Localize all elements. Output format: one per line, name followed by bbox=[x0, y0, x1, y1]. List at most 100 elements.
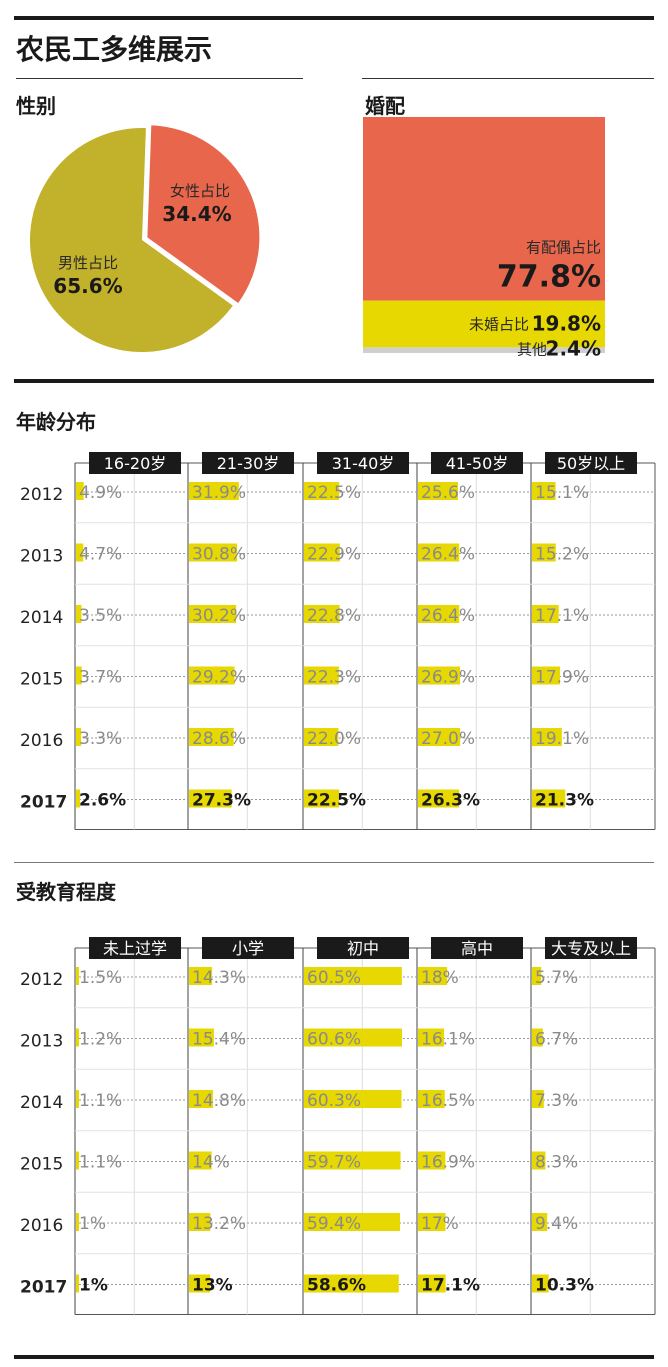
year-label-2012: 2012 bbox=[20, 485, 63, 505]
column-header-3: 41-50岁 bbox=[446, 454, 509, 473]
year-label-2013: 2013 bbox=[20, 547, 63, 567]
column-header-bg-1 bbox=[202, 937, 294, 959]
education-top-rule bbox=[14, 862, 654, 863]
education-chart: 未上过学 小学 初中 高中 大专及以上 2012 2013 2014 2015 2016 2017 1… bbox=[20, 937, 656, 1315]
age-heading: 年龄分布 bbox=[16, 410, 96, 434]
value-label-2-2016: 59.4% bbox=[307, 1214, 361, 1234]
value-label-0-2015: 1.1% bbox=[79, 1153, 122, 1173]
male-label: 男性占比 bbox=[58, 254, 118, 272]
column-header-bg-0 bbox=[89, 452, 181, 474]
page-title: 农民工多维展示 bbox=[16, 33, 213, 66]
bottom-rule bbox=[14, 1355, 654, 1359]
year-label-2015: 2015 bbox=[20, 670, 63, 690]
column-header-3: 高中 bbox=[461, 939, 493, 958]
year-label-2013: 2013 bbox=[20, 1032, 63, 1052]
value-label-3-2014: 26.4% bbox=[421, 606, 475, 626]
marriage-segment-0 bbox=[363, 117, 605, 301]
bar-3-2013 bbox=[418, 543, 460, 562]
value-label-0-2012: 1.5% bbox=[79, 968, 122, 988]
value-label-4-2016: 19.1% bbox=[535, 729, 589, 749]
value-label-3-2013: 16.1% bbox=[421, 1030, 475, 1050]
value-label-1-2015: 29.2% bbox=[192, 668, 246, 688]
bar-1-2016 bbox=[189, 728, 234, 746]
column-header-bg-4 bbox=[545, 937, 637, 959]
year-label-2015: 2015 bbox=[20, 1155, 63, 1175]
pie-slice-female bbox=[147, 125, 260, 303]
value-label-1-2013: 15.4% bbox=[192, 1030, 246, 1050]
value-label-1-2015: 14% bbox=[192, 1153, 230, 1173]
bar-3-2014 bbox=[418, 1090, 445, 1108]
column-header-bg-2 bbox=[317, 452, 409, 474]
value-label-2-2017: 22.5% bbox=[307, 791, 366, 811]
bar-1-2015 bbox=[189, 1151, 212, 1170]
bar-0-2012 bbox=[76, 482, 84, 500]
bar-4-2012 bbox=[532, 967, 542, 985]
value-label-0-2017: 2.6% bbox=[79, 791, 126, 811]
value-label-1-2016: 28.6% bbox=[192, 729, 246, 749]
year-label-2012: 2012 bbox=[20, 970, 63, 990]
column-header-1: 21-30岁 bbox=[217, 454, 280, 473]
value-label-1-2012: 31.9% bbox=[192, 483, 246, 503]
value-label-4-2012: 5.7% bbox=[535, 968, 578, 988]
female-value-label: 34.4% bbox=[162, 202, 231, 226]
gender-pie-chart: 女性占比 34.4% 男性占比 65.6% bbox=[29, 125, 260, 352]
value-label-2-2014: 60.3% bbox=[307, 1091, 361, 1111]
column-header-bg-1 bbox=[202, 452, 294, 474]
bar-1-2013 bbox=[189, 543, 238, 562]
value-label-2-2015: 59.7% bbox=[307, 1153, 361, 1173]
bar-0-2014 bbox=[76, 1090, 79, 1108]
marriage-segment-1 bbox=[363, 300, 605, 348]
age-top-rule bbox=[14, 379, 654, 383]
bar-4-2017 bbox=[532, 1274, 549, 1293]
column-header-2: 31-40岁 bbox=[332, 454, 395, 473]
value-label-4-2014: 17.1% bbox=[535, 606, 589, 626]
value-label-1-2012: 14.3% bbox=[192, 968, 246, 988]
column-header-bg-0 bbox=[89, 937, 181, 959]
education-heading: 受教育程度 bbox=[16, 880, 116, 904]
bar-2-2017 bbox=[304, 1274, 399, 1293]
bar-3-2017 bbox=[418, 789, 460, 808]
marriage-heading: 婚配 bbox=[365, 94, 405, 118]
value-label-3-2012: 18% bbox=[421, 968, 459, 988]
bar-4-2012 bbox=[532, 482, 556, 500]
bar-0-2013 bbox=[76, 543, 84, 562]
gender-heading: 性别 bbox=[16, 94, 56, 118]
bar-1-2015 bbox=[189, 666, 235, 685]
value-label-4-2014: 7.3% bbox=[535, 1091, 578, 1111]
marriage-rule bbox=[362, 78, 654, 79]
value-label-3-2012: 25.6% bbox=[421, 483, 475, 503]
bar-1-2017 bbox=[189, 789, 232, 808]
year-label-2014: 2014 bbox=[20, 1093, 63, 1113]
married-label: 有配偶占比 bbox=[526, 239, 601, 257]
value-label-1-2017: 13% bbox=[192, 1276, 233, 1296]
bar-3-2015 bbox=[418, 1151, 446, 1170]
column-header-bg-3 bbox=[431, 937, 523, 959]
bar-2-2012 bbox=[304, 967, 402, 985]
value-label-0-2016: 3.3% bbox=[79, 729, 122, 749]
value-label-0-2013: 1.2% bbox=[79, 1030, 122, 1050]
value-label-4-2012: 15.1% bbox=[535, 483, 589, 503]
age-distribution-chart: 16-20岁 21-30岁 31-40岁 41-50岁 50岁以上 2012 2013 201… bbox=[20, 452, 656, 830]
marriage-segment-2 bbox=[363, 347, 605, 353]
value-label-0-2014: 3.5% bbox=[79, 606, 122, 626]
bar-4-2013 bbox=[532, 1028, 543, 1047]
bar-3-2015 bbox=[418, 666, 461, 685]
bar-2-2013 bbox=[304, 543, 340, 562]
value-label-0-2013: 4.7% bbox=[79, 545, 122, 565]
bar-1-2014 bbox=[189, 1090, 213, 1108]
value-label-3-2013: 26.4% bbox=[421, 545, 475, 565]
value-label-0-2016: 1% bbox=[79, 1214, 106, 1234]
value-label-4-2017: 21.3% bbox=[535, 791, 594, 811]
bar-2-2012 bbox=[304, 482, 340, 500]
value-label-2-2014: 22.8% bbox=[307, 606, 361, 626]
column-header-1: 小学 bbox=[232, 939, 264, 958]
value-label-0-2015: 3.7% bbox=[79, 668, 122, 688]
year-label-2016: 2016 bbox=[20, 1216, 63, 1236]
bar-4-2016 bbox=[532, 728, 562, 746]
bar-3-2017 bbox=[418, 1274, 446, 1293]
column-header-2: 初中 bbox=[347, 939, 379, 958]
bar-2-2017 bbox=[304, 789, 340, 808]
bar-1-2013 bbox=[189, 1028, 214, 1047]
value-label-0-2017: 1% bbox=[79, 1276, 108, 1296]
value-label-3-2016: 27.0% bbox=[421, 729, 475, 749]
